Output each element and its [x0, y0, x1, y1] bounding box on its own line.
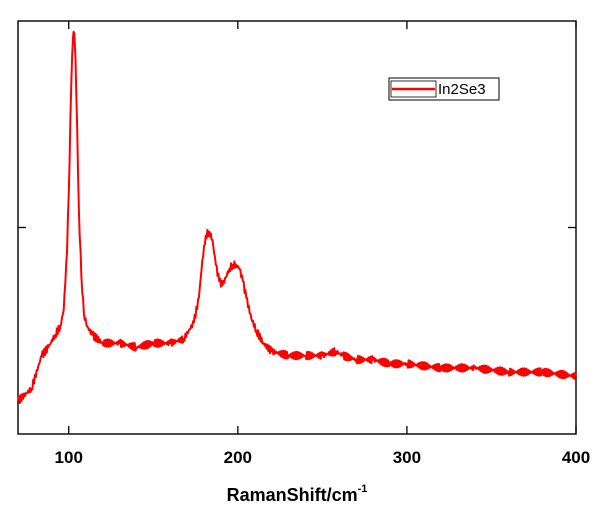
x-axis-title-superscript: -1: [358, 483, 368, 495]
axis-ticks: [18, 21, 577, 434]
x-axis-title: RamanShift/cm-1: [227, 483, 368, 505]
x-tick-label-200: 200: [224, 448, 252, 467]
legend-box: [388, 77, 500, 101]
legend-swatch-frame: [390, 80, 437, 98]
x-tick-label-100: 100: [55, 448, 83, 467]
x-tick-label-400: 400: [562, 448, 590, 467]
x-tick-label-300: 300: [393, 448, 421, 467]
x-tick-labels: 100 200 300 400: [55, 448, 591, 467]
x-axis-title-main: RamanShift/cm: [227, 485, 358, 505]
legend: In2Se3: [388, 77, 500, 101]
legend-label-in2se3: In2Se3: [438, 81, 486, 98]
series-line-in2se3: [17, 30, 577, 405]
